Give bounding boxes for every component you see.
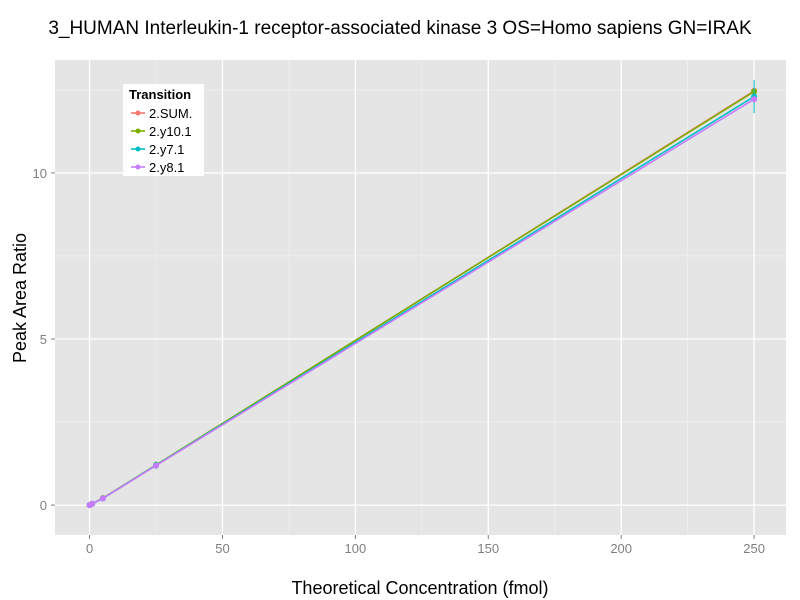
y-tick-label: 5: [40, 332, 47, 347]
y-tick-label: 10: [33, 166, 47, 181]
x-tick-label: 0: [86, 541, 93, 556]
legend-label: 2.y10.1: [149, 124, 192, 139]
data-point: [89, 500, 96, 507]
legend-key-point: [135, 164, 141, 170]
data-point: [99, 495, 106, 502]
x-tick-label: 50: [215, 541, 229, 556]
y-axis-label: Peak Area Ratio: [10, 233, 30, 363]
data-point: [751, 96, 758, 103]
legend-key-point: [135, 146, 141, 152]
chart-title: 3_HUMAN Interleukin-1 receptor-associate…: [48, 18, 752, 39]
legend-key-point: [135, 128, 141, 134]
x-axis-label: Theoretical Concentration (fmol): [291, 578, 548, 598]
x-tick-label: 100: [345, 541, 367, 556]
legend: Transition 2.SUM. 2.y10.1 2.y7.1 2.y8.1: [123, 84, 204, 176]
legend-key-point: [135, 110, 141, 116]
legend-title: Transition: [129, 87, 191, 102]
legend-label: 2.SUM.: [149, 106, 192, 121]
x-tick-label: 250: [743, 541, 765, 556]
legend-label: 2.y7.1: [149, 142, 184, 157]
y-tick-label: 0: [40, 498, 47, 513]
x-tick-label: 200: [610, 541, 632, 556]
legend-label: 2.y8.1: [149, 160, 184, 175]
x-tick-label: 150: [477, 541, 499, 556]
data-point: [153, 462, 160, 469]
